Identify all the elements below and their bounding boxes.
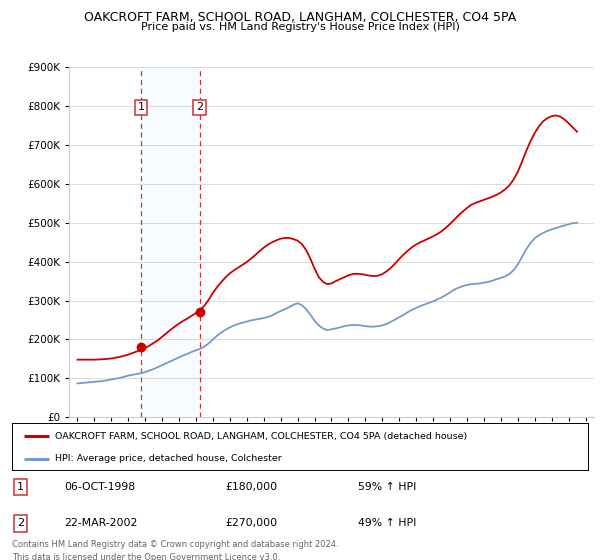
- Text: 1: 1: [137, 102, 145, 113]
- Text: 06-OCT-1998: 06-OCT-1998: [64, 482, 135, 492]
- Text: This data is licensed under the Open Government Licence v3.0.: This data is licensed under the Open Gov…: [12, 553, 280, 560]
- Text: Price paid vs. HM Land Registry's House Price Index (HPI): Price paid vs. HM Land Registry's House …: [140, 22, 460, 32]
- Text: Contains HM Land Registry data © Crown copyright and database right 2024.: Contains HM Land Registry data © Crown c…: [12, 540, 338, 549]
- Text: 2: 2: [17, 519, 24, 529]
- Text: £180,000: £180,000: [225, 482, 277, 492]
- Text: 22-MAR-2002: 22-MAR-2002: [64, 519, 137, 529]
- Bar: [141, 67, 200, 417]
- Text: 1: 1: [17, 482, 24, 492]
- Text: 59% ↑ HPI: 59% ↑ HPI: [358, 482, 416, 492]
- Text: OAKCROFT FARM, SCHOOL ROAD, LANGHAM, COLCHESTER, CO4 5PA (detached house): OAKCROFT FARM, SCHOOL ROAD, LANGHAM, COL…: [55, 432, 467, 441]
- Text: HPI: Average price, detached house, Colchester: HPI: Average price, detached house, Colc…: [55, 454, 282, 463]
- Text: 49% ↑ HPI: 49% ↑ HPI: [358, 519, 416, 529]
- Text: 2: 2: [196, 102, 203, 113]
- Text: OAKCROFT FARM, SCHOOL ROAD, LANGHAM, COLCHESTER, CO4 5PA: OAKCROFT FARM, SCHOOL ROAD, LANGHAM, COL…: [84, 11, 516, 24]
- Text: £270,000: £270,000: [225, 519, 277, 529]
